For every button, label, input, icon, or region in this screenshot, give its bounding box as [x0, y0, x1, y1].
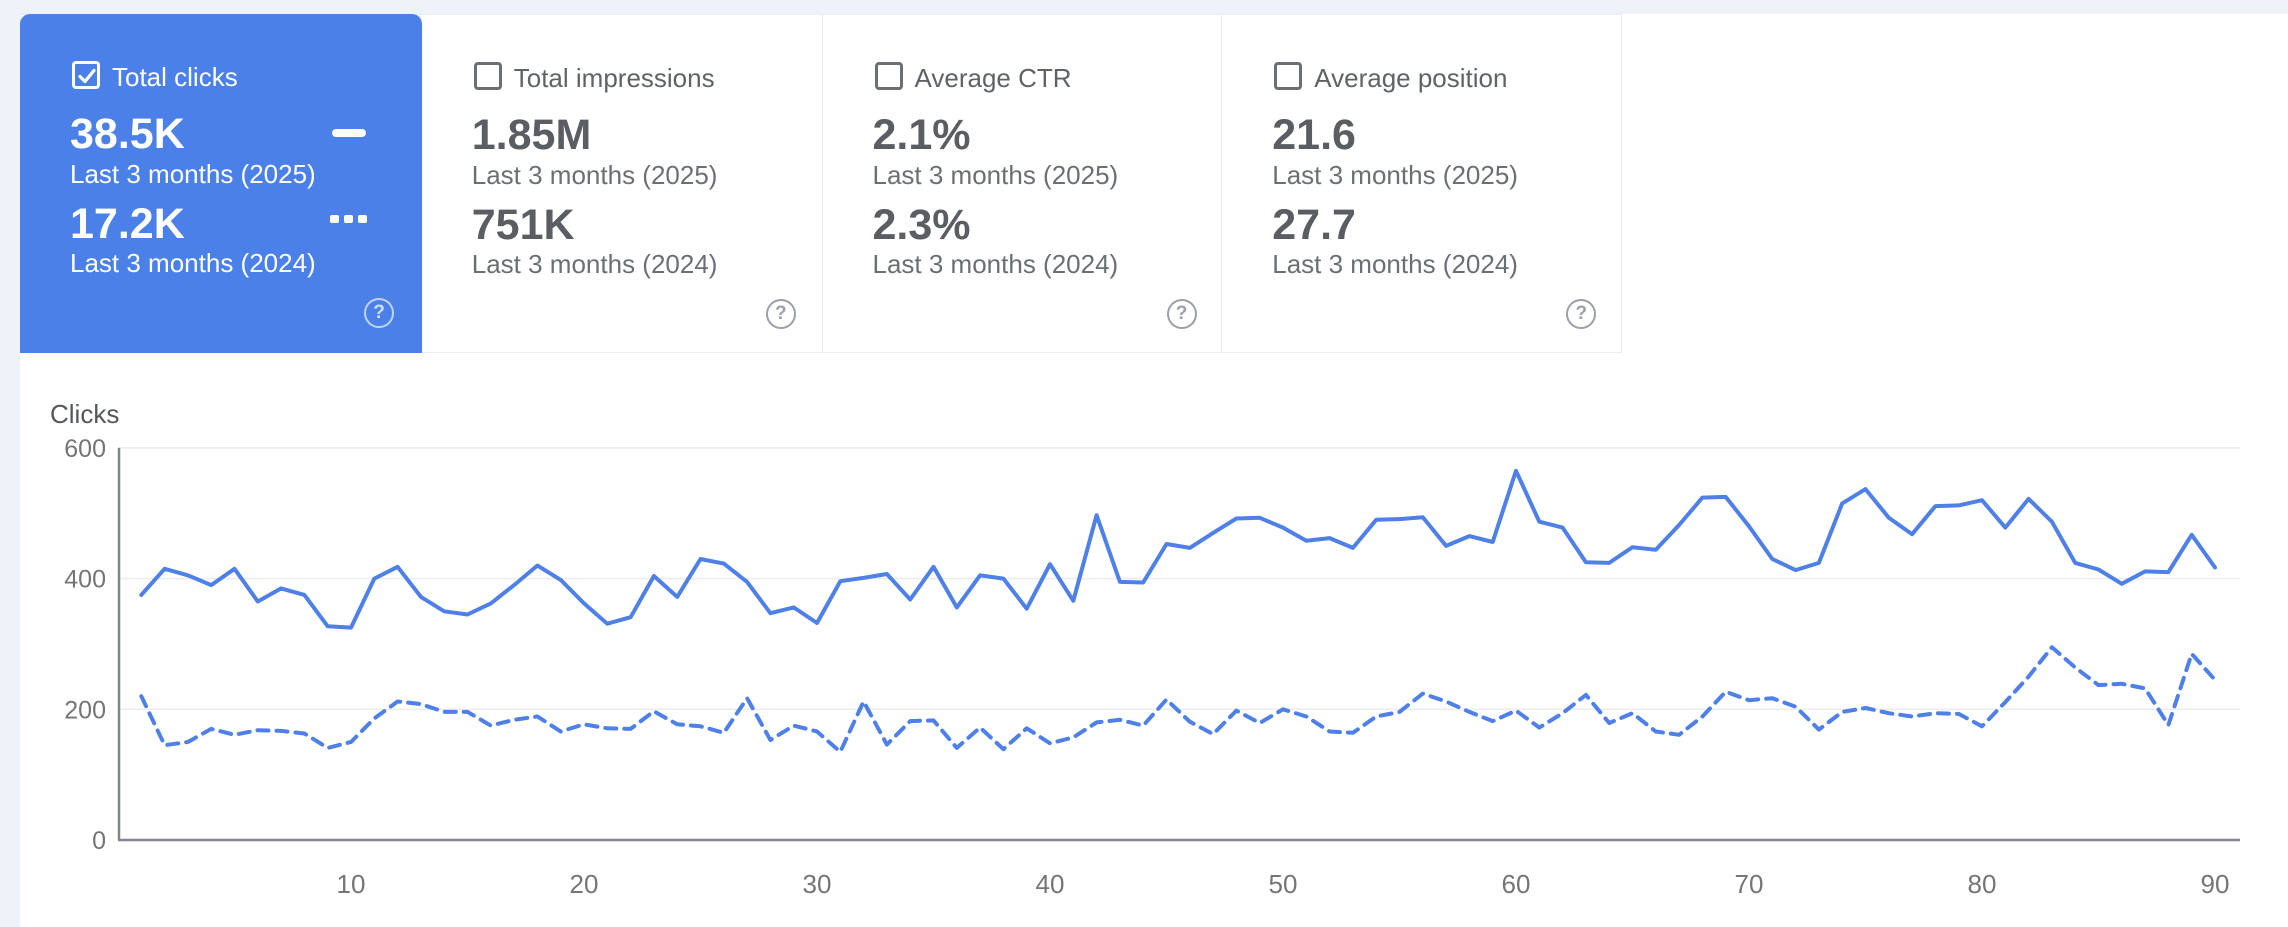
- page-background-strip: [0, 0, 2288, 14]
- card-total-impressions[interactable]: Total impressions 1.85M Last 3 months (2…: [421, 15, 822, 352]
- average-ctr-checkbox[interactable]: [874, 62, 903, 90]
- metric-period-2024: Last 3 months (2024): [471, 249, 718, 279]
- x-axis-tick-80: 80: [1968, 869, 1997, 899]
- metric-period-2024: Last 3 months (2024): [872, 249, 1119, 279]
- card-total-clicks[interactable]: Total clicks 38.5K Last 3 months (2025) …: [20, 14, 422, 353]
- metric-card-strip: Total clicks 38.5K Last 3 months (2025) …: [20, 14, 1622, 353]
- y-axis-tick-200: 200: [64, 696, 106, 724]
- checkmark-icon: [78, 68, 96, 84]
- card-average-ctr[interactable]: Average CTR 2.1% Last 3 months (2025) 2.…: [821, 15, 1222, 352]
- metric-value-2024: 751K: [471, 201, 575, 249]
- x-axis-tick-10: 10: [337, 869, 366, 899]
- page-background-gutter: [0, 0, 20, 927]
- metric-value-2025: 38.5K: [70, 110, 185, 158]
- total-impressions-checkbox[interactable]: [473, 62, 502, 90]
- y-axis-tick-600: 600: [64, 435, 106, 463]
- card-label: Total impressions: [513, 63, 715, 93]
- metric-value-2024: 17.2K: [70, 200, 185, 248]
- clicks-line-chart[interactable]: 0 200 400 600 10 20 30 40 50 60 70 80 90: [0, 353, 2288, 927]
- x-axis-tick-60: 60: [1502, 869, 1531, 899]
- metric-period-2025: Last 3 months (2025): [70, 159, 316, 189]
- series-2024-line: [139, 645, 2217, 754]
- metric-period-2024: Last 3 months (2024): [1272, 249, 1518, 279]
- metric-period-2025: Last 3 months (2025): [1272, 160, 1518, 190]
- metric-value-2025: 1.85M: [471, 111, 592, 159]
- x-axis-tick-90: 90: [2201, 869, 2230, 899]
- chart-title: Clicks: [50, 399, 120, 429]
- y-axis-tick-0: 0: [92, 827, 106, 855]
- help-icon[interactable]: ?: [765, 299, 796, 329]
- series-2025-line: [139, 468, 2217, 630]
- y-axis-tick-400: 400: [64, 566, 106, 594]
- metric-value-2025: 21.6: [1272, 111, 1356, 159]
- total-clicks-checkbox[interactable]: [72, 61, 100, 89]
- card-label: Average position: [1314, 63, 1508, 93]
- metric-period-2025: Last 3 months (2025): [872, 160, 1119, 190]
- x-axis-tick-70: 70: [1735, 869, 1764, 899]
- x-axis-tick-20: 20: [570, 869, 599, 899]
- x-axis-tick-50: 50: [1269, 869, 1298, 899]
- card-label: Average CTR: [914, 63, 1072, 93]
- metric-value-2024: 2.3%: [872, 201, 971, 249]
- metric-period-2024: Last 3 months (2024): [70, 248, 316, 278]
- metric-value-2024: 27.7: [1272, 201, 1356, 249]
- average-position-checkbox[interactable]: [1274, 62, 1303, 90]
- card-average-position[interactable]: Average position 21.6 Last 3 months (202…: [1221, 15, 1621, 352]
- metric-value-2025: 2.1%: [872, 111, 971, 159]
- card-label: Total clicks: [112, 62, 238, 92]
- help-icon[interactable]: ?: [1166, 299, 1197, 329]
- x-axis-tick-40: 40: [1036, 869, 1065, 899]
- solid-line-legend-icon: [332, 129, 366, 137]
- dashed-line-legend-icon: [330, 215, 368, 223]
- help-icon[interactable]: ?: [1566, 299, 1597, 329]
- help-icon[interactable]: ?: [364, 298, 394, 328]
- metric-period-2025: Last 3 months (2025): [471, 160, 718, 190]
- x-axis-tick-30: 30: [803, 869, 832, 899]
